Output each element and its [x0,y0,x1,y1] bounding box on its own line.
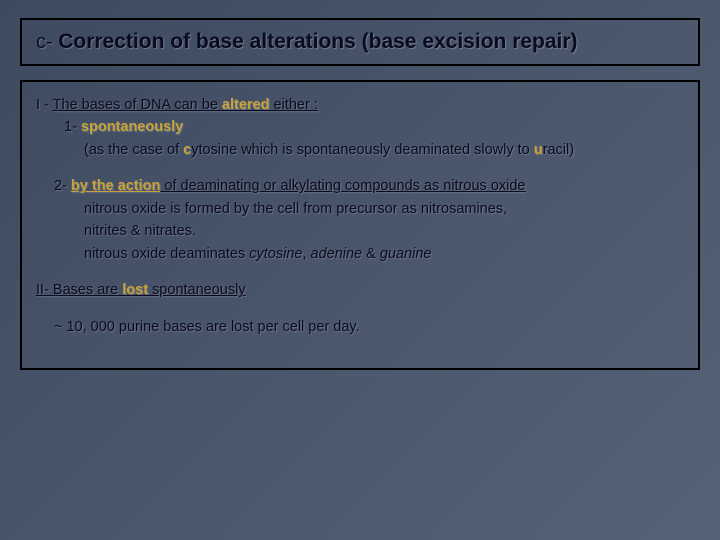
s1-d-mid: ytosine which is spontaneously deaminate… [191,142,534,158]
s2-pre: Bases are [53,282,122,298]
section-1-heading: I - The bases of DNA can be altered eith… [36,94,684,116]
s1-head-text: The bases of DNA can be [53,97,222,113]
title-container: c- Correction of base alterations (base … [20,18,700,66]
s1-item1: 1- spontaneously [64,116,684,138]
s1-item1-label: spontaneously [81,119,183,135]
s1-item2-num: 2- [54,178,71,194]
s2-prefix: II- [36,282,53,298]
s2-detail: ~ 10, 000 purine bases are lost per cell… [54,316,684,338]
s2-post: spontaneously [148,282,246,298]
s1-d-u: u [534,142,543,158]
s1-item2-rest: of deaminating or alkylating compounds a… [160,178,525,194]
s1-suffix: either : [269,97,317,113]
s1-d-pre: (as the case of [84,142,183,158]
section-1: I - The bases of DNA can be altered eith… [36,94,684,161]
s2-lost: lost [122,282,148,298]
content-container: I - The bases of DNA can be altered eith… [20,80,700,370]
title-prefix: c- [36,31,58,53]
s1-amp: & [362,246,380,262]
s1-item2-line4: nitrous oxide deaminates cytosine, adeni… [84,243,684,265]
s1-guanine: guanine [380,246,432,262]
s1-adenine: adenine [311,246,363,262]
s1-cytosine: cytosine [249,246,302,262]
s1-item1-num: 1- [64,119,81,135]
section-2: II- Bases are lost spontaneously [36,279,684,301]
section-1-item2: 2- by the action of deaminating or alkyl… [36,175,684,265]
s1-altered: altered [222,97,270,113]
s1-d-c: c [183,142,191,158]
s1-l4-pre: nitrous oxide deaminates [84,246,249,262]
slide-title: c- Correction of base alterations (base … [36,30,684,54]
s1-d-post: racil) [543,142,574,158]
s1-item2-label: by the action [71,178,160,194]
s1-comma: , [302,246,310,262]
section-2-heading: II- Bases are lost spontaneously [36,279,684,301]
s1-head-underline: The bases of DNA can be altered either : [53,97,318,113]
section-2-detail-block: ~ 10, 000 purine bases are lost per cell… [36,316,684,338]
title-main: Correction of base alterations (base exc… [58,30,577,53]
s1-item2-line2: nitrous oxide is formed by the cell from… [84,198,684,220]
s1-item1-detail: (as the case of cytosine which is sponta… [84,139,684,161]
s1-item2-line3: nitrites & nitrates. [84,220,684,242]
s1-prefix: I - [36,97,53,113]
s1-item2-line1: 2- by the action of deaminating or alkyl… [54,175,684,197]
